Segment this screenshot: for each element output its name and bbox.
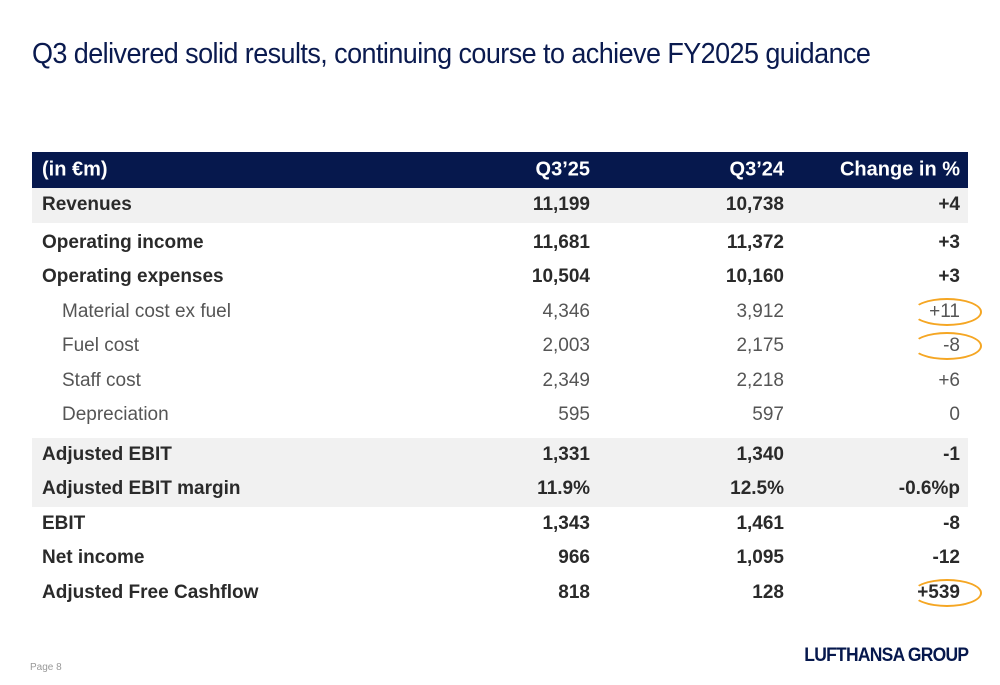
value-change: +6: [938, 369, 960, 391]
table-row: Adjusted EBIT margin 11.9% 12.5% -0.6%p: [32, 472, 968, 507]
value-q3-25: 4,346: [542, 300, 590, 322]
header-change: Change in %: [839, 158, 960, 181]
value-change: +3: [938, 231, 960, 253]
value-q3-25: 818: [558, 581, 590, 603]
value-change: -1: [943, 443, 960, 465]
table-row: Material cost ex fuel 4,346 3,912 +11: [32, 295, 982, 330]
value-q3-24: 10,738: [725, 194, 784, 216]
row-label: Staff cost: [62, 369, 141, 391]
value-change: 0: [949, 404, 960, 426]
value-q3-24: 11,372: [726, 231, 784, 253]
value-q3-25: 1,343: [542, 512, 590, 534]
row-label: Revenues: [42, 194, 132, 216]
highlight-circle: [912, 297, 982, 326]
table-row: Fuel cost 2,003 2,175 -8: [32, 329, 982, 364]
value-change: -0.6%p: [898, 478, 960, 500]
slide-title: Q3 delivered solid results, continuing c…: [32, 38, 871, 70]
page-number: Page 8: [30, 662, 62, 673]
value-q3-24: 1,095: [736, 547, 784, 569]
highlight-circle: [912, 578, 982, 607]
value-q3-24: 10,160: [725, 266, 784, 288]
value-change: -8: [943, 335, 960, 357]
value-q3-25: 1,331: [542, 443, 590, 465]
row-label: Depreciation: [62, 404, 169, 426]
value-q3-25: 2,349: [542, 369, 590, 391]
table-row: Net income 966 1,095 -12: [32, 541, 968, 576]
row-label: EBIT: [42, 512, 86, 534]
table-row: Adjusted EBIT 1,331 1,340 -1: [32, 437, 968, 472]
row-label: Net income: [42, 547, 145, 569]
row-label: Adjusted EBIT margin: [42, 478, 241, 500]
value-q3-24: 2,218: [736, 369, 784, 391]
row-label: Operating income: [42, 231, 204, 253]
value-q3-24: 1,461: [736, 512, 784, 534]
table-row: Depreciation 595 597 0: [32, 398, 968, 433]
value-q3-25: 11,681: [532, 231, 590, 253]
table-row: Adjusted Free Cashflow 818 128 +539: [32, 576, 982, 611]
table-row: Staff cost 2,349 2,218 +6: [32, 364, 968, 399]
row-label: Fuel cost: [62, 335, 140, 357]
row-label: Adjusted EBIT: [42, 443, 172, 465]
value-change: +11: [929, 300, 960, 322]
value-q3-24: 2,175: [736, 335, 784, 357]
row-label: Material cost ex fuel: [62, 300, 231, 322]
value-q3-24: 1,340: [736, 443, 784, 465]
table-row: Operating income 11,681 11,372 +3: [32, 226, 968, 261]
value-q3-24: 128: [752, 581, 784, 603]
value-q3-25: 11,199: [532, 194, 590, 216]
lufthansa-group-logo: LUFTHANSA GROUP: [803, 645, 969, 666]
value-q3-24: 3,912: [736, 300, 784, 322]
value-q3-25: 2,003: [542, 335, 590, 357]
table-row: Revenues 11,199 10,738 +4: [32, 188, 968, 223]
value-q3-24: 597: [752, 404, 784, 426]
value-change: -12: [932, 547, 960, 569]
table-row: Operating expenses 10,504 10,160 +3: [32, 260, 968, 295]
value-q3-25: 595: [558, 404, 590, 426]
header-q3-25: Q3’25: [535, 158, 590, 181]
header-unit: (in €m): [42, 158, 108, 181]
value-change: +4: [938, 194, 960, 216]
table-header: (in €m) Q3’25 Q3’24 Change in %: [32, 152, 968, 188]
highlight-circle: [912, 332, 982, 361]
row-label: Adjusted Free Cashflow: [42, 581, 259, 603]
value-q3-24: 12.5%: [730, 478, 784, 500]
value-q3-25: 10,504: [531, 266, 590, 288]
header-q3-24: Q3’24: [729, 158, 784, 181]
value-change: -8: [943, 512, 960, 534]
row-label: Operating expenses: [42, 266, 224, 288]
value-change: +3: [938, 266, 960, 288]
value-change: +539: [917, 581, 960, 603]
value-q3-25: 11.9%: [537, 478, 590, 500]
table-row: EBIT 1,343 1,461 -8: [32, 507, 968, 542]
value-q3-25: 966: [558, 547, 590, 569]
results-table: (in €m) Q3’25 Q3’24 Change in % Revenues…: [32, 152, 982, 611]
